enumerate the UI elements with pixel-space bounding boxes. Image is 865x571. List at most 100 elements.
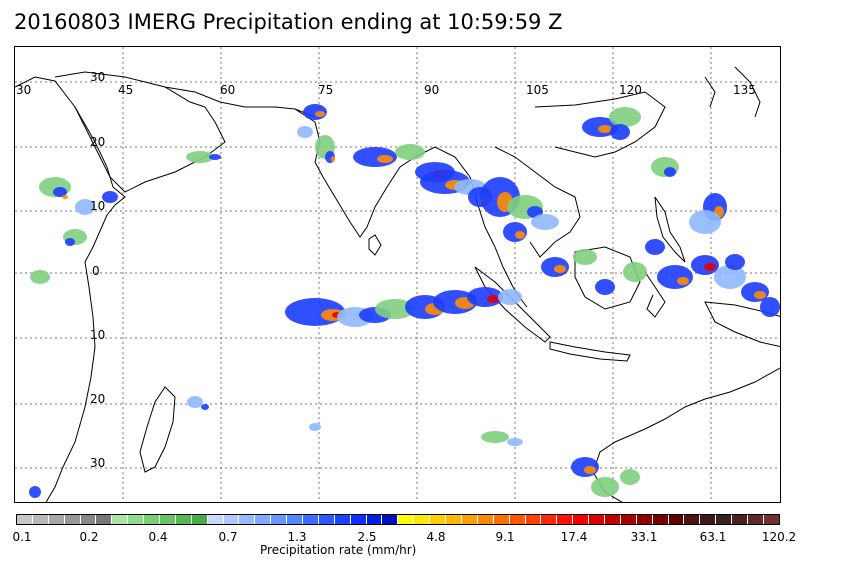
precip-cell [53, 187, 67, 197]
coastline [704, 301, 780, 348]
lat-label: 20 [90, 135, 106, 149]
colorbar-swatch [430, 515, 447, 524]
precip-cell [714, 265, 746, 289]
colorbar-swatch [17, 515, 33, 524]
colorbar-tick-label: 63.1 [699, 530, 727, 544]
colorbar-swatch [271, 515, 288, 524]
precip-cell [102, 191, 118, 203]
precip-cell [531, 214, 559, 230]
precip-cell [573, 249, 597, 265]
lat-label: 20 [90, 392, 106, 406]
lat-label: 30 [90, 70, 106, 84]
colorbar-swatch [32, 515, 49, 524]
lon-label: 135 [733, 83, 756, 97]
colorbar-swatch [493, 515, 510, 524]
lat-label: 0 [92, 264, 100, 278]
precip-cell [623, 262, 647, 282]
colorbar-swatch [509, 515, 526, 524]
colorbar-swatch [382, 515, 399, 524]
coastline [54, 71, 226, 193]
precip-cell [595, 279, 615, 295]
colorbar-swatch [716, 515, 733, 524]
colorbar-tick-label: 2.5 [357, 530, 377, 544]
precip-cell [297, 126, 313, 138]
coastline [15, 76, 126, 502]
colorbar-swatch [144, 515, 161, 524]
precip-cell [610, 124, 630, 140]
colorbar-label: Precipitation rate (mm/hr) [260, 543, 417, 557]
colorbar-tick-label: 9.1 [495, 530, 515, 544]
precipitation-map[interactable]: 30 45 60 75 90 105 120 135 30 20 10 0 10 20 30 [14, 46, 781, 503]
colorbar-swatch [477, 515, 494, 524]
colorbar-tick-label: 1.3 [287, 530, 307, 544]
precip-cell [620, 469, 640, 485]
precip-cell [377, 155, 393, 163]
precip-cell [201, 404, 209, 410]
precip-cell [677, 277, 689, 285]
coastline [294, 108, 416, 238]
colorbar-swatch [763, 515, 779, 524]
precip-cell [609, 107, 641, 127]
lat-label: 10 [90, 328, 106, 342]
colorbar-tick-label: 0.1 [12, 530, 32, 544]
colorbar-swatch [668, 515, 685, 524]
colorbar-swatch [732, 515, 748, 524]
colorbar-swatch [128, 515, 145, 524]
coastline [592, 367, 780, 502]
lon-label: 60 [220, 83, 236, 97]
lon-label: 120 [619, 83, 642, 97]
precip-cell [75, 199, 95, 215]
colorbar-swatch [446, 515, 462, 524]
precip-cell [754, 291, 766, 299]
precip-cell [657, 265, 693, 289]
precip-cell [598, 125, 612, 133]
colorbar-swatch [223, 515, 240, 524]
coastline [534, 91, 666, 158]
colorbar-swatch [414, 515, 431, 524]
colorbar-swatch [334, 515, 351, 524]
precip-cell [498, 289, 522, 305]
precip-cell [331, 156, 335, 162]
colorbar-swatch [64, 515, 81, 524]
precip-cell [554, 265, 566, 273]
precip-cell [584, 466, 596, 474]
colorbar-swatch [287, 515, 304, 524]
colorbar-swatch [318, 515, 335, 524]
colorbar-swatch [573, 515, 590, 524]
coastline [734, 66, 761, 118]
colorbar-swatch [557, 515, 574, 524]
colorbar-swatch [652, 515, 669, 524]
lon-label: 90 [424, 83, 440, 97]
colorbar-swatch [747, 515, 764, 524]
colorbar-swatch [48, 515, 65, 524]
precip-cell [760, 297, 780, 317]
colorbar-tick-label: 33.1 [630, 530, 658, 544]
colorbar-tick-label: 17.4 [560, 530, 588, 544]
coastline [368, 234, 382, 256]
colorbar-swatch [191, 515, 208, 524]
precip-cell [209, 154, 221, 160]
colorbar-swatch [96, 515, 113, 524]
colorbar-swatch [604, 515, 621, 524]
colorbar-swatch [525, 515, 542, 524]
lat-label: 10 [90, 199, 106, 213]
precip-cell [29, 486, 41, 498]
precip-cell [375, 299, 415, 319]
colorbar-swatch [398, 515, 415, 524]
colorbar-tick-label: 4.8 [426, 530, 446, 544]
precip-cell [503, 222, 527, 242]
precip-cell [725, 254, 745, 270]
precip-cell [186, 151, 214, 163]
precip-cell [515, 231, 525, 239]
colorbar-swatch [700, 515, 717, 524]
colorbar-swatch [636, 515, 653, 524]
colorbar-swatch [160, 515, 176, 524]
colorbar-swatch [175, 515, 192, 524]
colorbar-swatch [80, 515, 97, 524]
precip-cell [664, 167, 676, 177]
precip-cell [704, 263, 716, 271]
coastline [494, 146, 581, 258]
lon-label: 30 [16, 83, 32, 97]
coastline [574, 246, 641, 310]
colorbar-swatch [207, 515, 224, 524]
